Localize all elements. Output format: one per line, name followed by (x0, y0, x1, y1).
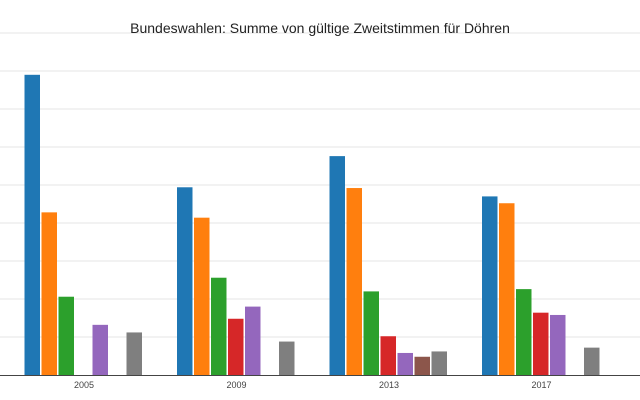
bar-2005-party-5 (92, 324, 108, 375)
bar-2017-party-5 (550, 314, 566, 375)
bar-2017-party-7 (584, 347, 600, 375)
chart-title: Bundeswahlen: Summe von gültige Zweitsti… (130, 20, 510, 36)
bar-2017-party-1 (482, 196, 498, 375)
bar-2009-party-5 (245, 306, 261, 375)
bar-2013-party-7 (431, 351, 447, 375)
x-tick-label-2009: 2009 (226, 380, 246, 390)
bar-2013-party-2 (346, 188, 362, 375)
x-tick-labels: 20022005200920132017 (74, 380, 552, 390)
bar-2009-party-2 (194, 217, 210, 375)
bar-2013-party-3 (363, 291, 379, 375)
x-tick-label-2017: 2017 (531, 380, 551, 390)
bar-2009-party-4 (228, 318, 244, 375)
gridlines (0, 32, 640, 338)
x-tick-label-2005: 2005 (74, 380, 94, 390)
bar-2013-party-4 (380, 336, 396, 375)
bar-2017-party-2 (499, 203, 515, 375)
bars (24, 74, 600, 376)
bar-2009-party-7 (279, 341, 295, 375)
bar-2017-party-3 (516, 289, 532, 375)
bar-2013-party-5 (397, 352, 413, 375)
bar-2009-party-1 (177, 187, 193, 375)
bar-2005-party-3 (58, 296, 74, 375)
bar-2005-party-1 (24, 74, 40, 376)
x-tick-label-2013: 2013 (379, 380, 399, 390)
bar-2005-party-7 (126, 332, 142, 375)
bar-2013-party-6 (414, 356, 430, 375)
bar-2005-party-2 (41, 212, 57, 375)
bar-2013-party-1 (329, 156, 345, 375)
bar-2017-party-4 (533, 312, 549, 375)
bar-2009-party-3 (211, 277, 227, 375)
